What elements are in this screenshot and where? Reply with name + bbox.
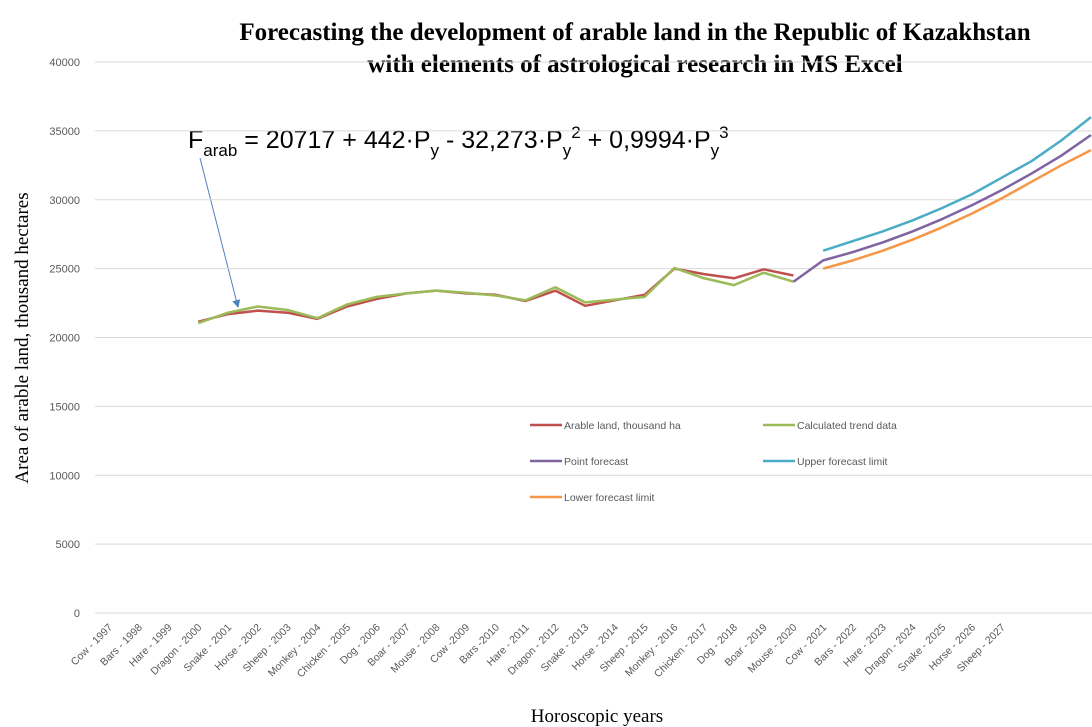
series-line	[822, 149, 1092, 270]
eq-part: = 20717 + 442·P	[237, 126, 430, 154]
y-tick-label: 5000	[56, 539, 80, 551]
x-axis-label: Horoscopic years	[531, 706, 663, 727]
eq-part: 2	[571, 123, 580, 142]
y-tick-label: 30000	[49, 195, 80, 207]
equation: Farab = 20717 + 442·Py - 32,273·Py2 + 0,…	[188, 123, 729, 160]
y-tick-label: 40000	[49, 57, 80, 69]
eq-part: - 32,273·P	[439, 126, 563, 154]
eq-part: y	[431, 141, 440, 160]
eq-part: y	[711, 141, 720, 160]
series-line	[197, 266, 794, 325]
y-tick-label: 0	[74, 608, 80, 620]
y-tick-label: 25000	[49, 264, 80, 276]
eq-part: y	[563, 141, 572, 160]
legend-label: Upper forecast limit	[797, 456, 888, 468]
series-line	[822, 116, 1092, 252]
y-tick-label: 15000	[49, 401, 80, 413]
y-axis-label: Area of arable land, thousand hectares	[12, 192, 33, 483]
chart-title: with elements of astrological research i…	[367, 51, 902, 78]
arrow	[199, 157, 241, 308]
legend-label: Point forecast	[564, 456, 628, 468]
legend-label: Arable land, thousand ha	[564, 420, 681, 432]
eq-part: F	[188, 126, 203, 154]
chart-title: Forecasting the development of arable la…	[239, 19, 1030, 46]
eq-part: + 0,9994·P	[581, 126, 711, 154]
y-tick-label: 10000	[49, 470, 80, 482]
y-tick-label: 35000	[49, 126, 80, 138]
eq-part: arab	[203, 141, 237, 160]
eq-part: 3	[719, 123, 728, 142]
legend-label: Lower forecast limit	[564, 492, 655, 504]
legend-label: Calculated trend data	[797, 420, 897, 432]
series-line	[792, 133, 1092, 283]
y-tick-label: 20000	[49, 333, 80, 345]
